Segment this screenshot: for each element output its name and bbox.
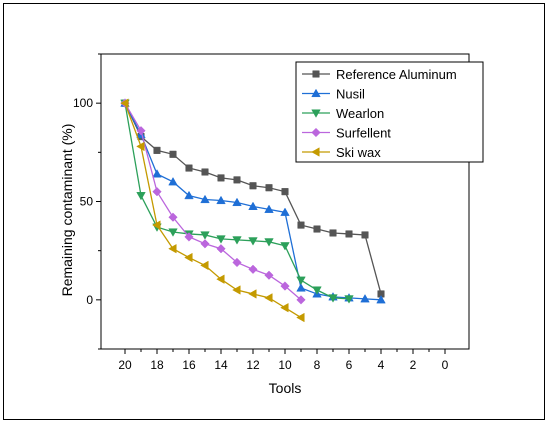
data-point [233,176,241,184]
data-point [280,242,290,251]
data-point [136,126,146,136]
x-tick-label: 18 [150,358,164,372]
data-point [169,150,177,158]
data-point [280,281,290,291]
data-point [280,207,290,216]
data-point [168,177,178,186]
legend-label: Ski wax [336,145,381,160]
data-point [184,190,194,200]
data-point [296,295,306,305]
data-point [248,237,258,246]
data-point [361,231,369,239]
x-tick-label: 16 [182,358,196,372]
data-point [265,184,273,192]
data-point [248,264,258,275]
data-point [344,295,354,304]
data-point [152,187,162,197]
series-line [124,102,302,301]
legend-label: Nusil [336,87,365,102]
data-point [120,98,129,108]
y-tick-label: 0 [86,293,93,307]
data-point [184,232,194,242]
data-point [232,285,241,295]
data-point [377,290,385,298]
x-tick-label: 12 [246,358,260,372]
data-point [248,289,257,299]
data-point [281,188,289,196]
data-point [216,235,226,244]
data-point [296,312,305,323]
data-point [296,283,306,292]
series-4 [120,98,305,323]
data-point [152,220,161,230]
x-tick-label: 0 [442,358,449,372]
data-point [200,260,209,271]
data-point [136,192,146,201]
legend-box [295,61,484,163]
data-point [328,294,338,303]
x-tick-label: 4 [378,358,385,372]
data-point [312,286,322,295]
data-point [232,197,242,207]
y-tick-label: 100 [73,96,93,110]
legend: Reference Aluminum Nusil Wearlon Surfellent… [295,61,484,163]
data-point [168,212,178,222]
data-point [216,244,226,254]
x-tick-label: 14 [214,358,228,372]
data-point [345,230,353,238]
data-point [296,276,306,285]
y-tick-label: 50 [80,195,94,209]
data-point [264,238,274,247]
legend-label: Surfellent [336,126,391,141]
legend-label: Wearlon [336,106,384,121]
data-point [248,201,258,210]
data-point [168,243,177,254]
data-point [184,252,193,263]
data-point [216,274,225,284]
legend-marker [311,88,321,98]
x-tick-label: 8 [314,358,321,372]
data-point [136,141,145,152]
data-point [217,174,225,182]
data-point [200,194,210,204]
y-axis-title: Remaining contaminant (%) [59,124,75,297]
data-point [376,295,386,304]
data-point [249,182,257,190]
legend-marker [311,109,321,118]
data-point [201,168,209,176]
data-point [280,302,289,313]
legend-marker [312,70,320,78]
data-point [152,169,162,178]
x-tick-label: 2 [410,358,417,372]
data-point [232,236,242,245]
x-tick-label: 10 [278,358,292,372]
data-point [153,146,161,154]
data-point [185,164,193,172]
x-tick-label: 20 [118,358,132,372]
data-point [264,293,273,303]
x-axis-title: Tools [269,380,302,396]
data-point [264,270,274,280]
legend-label: Reference Aluminum [336,67,457,82]
data-point [200,239,210,249]
x-tick-label: 6 [346,358,353,372]
legend-marker [311,147,320,157]
data-point [216,195,226,205]
data-point [232,257,242,268]
data-point [297,221,305,229]
series-layer [120,98,386,323]
data-point [360,294,370,303]
data-point [264,204,274,213]
data-point [168,228,178,237]
legend-marker [311,127,321,138]
data-point [329,229,337,237]
series-3 [120,98,306,305]
data-point [200,231,210,240]
data-point [313,225,321,233]
